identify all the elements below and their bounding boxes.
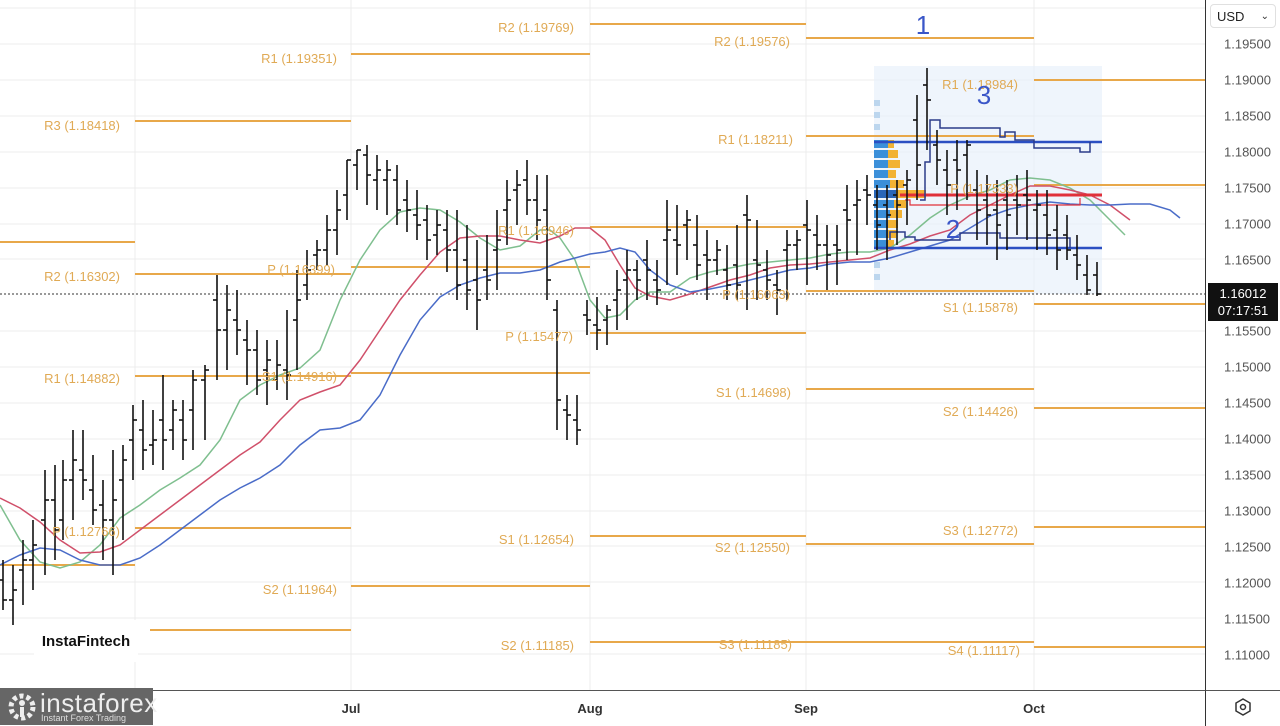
svg-text:R1 (1.14882): R1 (1.14882) [44,371,120,386]
price-tick: 1.13000 [1224,503,1271,519]
price-tick: 1.12000 [1224,575,1271,591]
svg-text:P (1.16063): P (1.16063) [722,287,790,302]
month-label-aug: Aug [577,701,603,716]
pivot-labels: R3 (1.18418) R2 (1.16302) R1 (1.14882) P… [44,20,1020,658]
price-tick: 1.17000 [1224,216,1271,232]
svg-text:S1 (1.14698): S1 (1.14698) [716,385,791,400]
svg-text:P (1.17533): P (1.17533) [950,181,1018,196]
price-tick: 1.11500 [1224,611,1271,627]
svg-text:P (1.15477): P (1.15477) [505,329,573,344]
currency-dropdown[interactable]: USD ⌄ [1210,4,1276,28]
svg-text:R2 (1.19769): R2 (1.19769) [498,20,574,35]
instafintech-watermark: InstaFintech [34,620,138,662]
wave-annotations: 1 3 2 [916,10,991,244]
volume-profile-bars [874,100,926,280]
currency-label: USD [1217,8,1245,24]
svg-text:S1 (1.12654): S1 (1.12654) [499,532,574,547]
month-label-sep: Sep [794,701,818,716]
svg-text:R1 (1.18211): R1 (1.18211) [718,132,793,147]
price-tick: 1.14000 [1224,431,1271,447]
month-label-jul: Jul [341,701,361,716]
current-price-badge: 1.16012 07:17:51 [1208,283,1278,321]
svg-text:S2 (1.11185): S2 (1.11185) [501,638,574,653]
grid-lines [0,0,1205,690]
price-tick: 1.19500 [1224,36,1271,52]
price-tick: 1.17500 [1224,180,1271,196]
value-area-lines [874,119,1102,250]
svg-text:S2 (1.11964): S2 (1.11964) [263,582,337,597]
annotation-2: 2 [946,214,960,244]
price-tick: 1.14500 [1224,395,1271,411]
price-tick: 1.18500 [1224,108,1271,124]
svg-text:P (1.16399): P (1.16399) [267,262,335,277]
annotation-1: 1 [916,10,930,40]
month-label-oct: Oct [1023,701,1045,716]
price-tick: 1.16500 [1224,252,1271,268]
chart-settings-button[interactable] [1205,690,1280,726]
svg-text:R2 (1.16302): R2 (1.16302) [44,269,120,284]
svg-text:S2 (1.12550): S2 (1.12550) [715,540,790,555]
price-tick: 1.13500 [1224,467,1271,483]
annotation-3: 3 [977,80,991,110]
price-tick: 1.11000 [1224,647,1271,663]
svg-text:R1 (1.16946): R1 (1.16946) [498,223,574,238]
svg-text:R1 (1.19351): R1 (1.19351) [261,51,337,66]
volume-profile-box [874,66,1102,294]
bar-countdown: 07:17:51 [1217,303,1269,318]
current-price-value: 1.16012 [1219,286,1267,301]
svg-text:S1 (1.15878): S1 (1.15878) [943,300,1018,315]
svg-text:P (1.12766): P (1.12766) [52,524,120,539]
chart-canvas[interactable]: R3 (1.18418) R2 (1.16302) R1 (1.14882) P… [0,0,1205,690]
ma-fast-line [0,177,1126,569]
svg-text:R3 (1.18418): R3 (1.18418) [44,118,120,133]
price-tick: 1.12500 [1224,539,1271,555]
ma-mid-line [0,185,1131,554]
price-tick: 1.19000 [1224,72,1271,88]
price-tick: 1.15500 [1224,323,1271,339]
svg-text:S3 (1.12772): S3 (1.12772) [943,523,1018,538]
svg-text:R1 (1.18984): R1 (1.18984) [942,77,1018,92]
price-tick: 1.18000 [1224,144,1271,160]
svg-text:S3 (1.11185): S3 (1.11185) [719,637,792,652]
svg-text:S4 (1.11117): S4 (1.11117) [948,643,1020,658]
instaforex-gear-icon [8,693,36,721]
price-axis[interactable]: USD ⌄ 1.19500 1.19000 1.18500 1.18000 1.… [1205,0,1280,690]
chart-area[interactable]: R3 (1.18418) R2 (1.16302) R1 (1.14882) P… [0,0,1205,690]
chevron-down-icon: ⌄ [1260,10,1269,22]
time-axis[interactable]: Jul Aug Sep Oct [0,690,1205,726]
svg-text:S1 (1.14916): S1 (1.14916) [262,369,337,384]
settings-hexagon-icon [1235,698,1251,716]
instaforex-logo: instaforex Instant Forex Trading [0,688,157,725]
ohlc-bars [0,68,1101,625]
logo-tagline: Instant Forex Trading [41,713,127,723]
price-tick: 1.15000 [1224,359,1271,375]
svg-text:S2 (1.14426): S2 (1.14426) [943,404,1018,419]
logo-name: instaforex [40,688,158,718]
svg-text:R2 (1.19576): R2 (1.19576) [714,34,790,49]
